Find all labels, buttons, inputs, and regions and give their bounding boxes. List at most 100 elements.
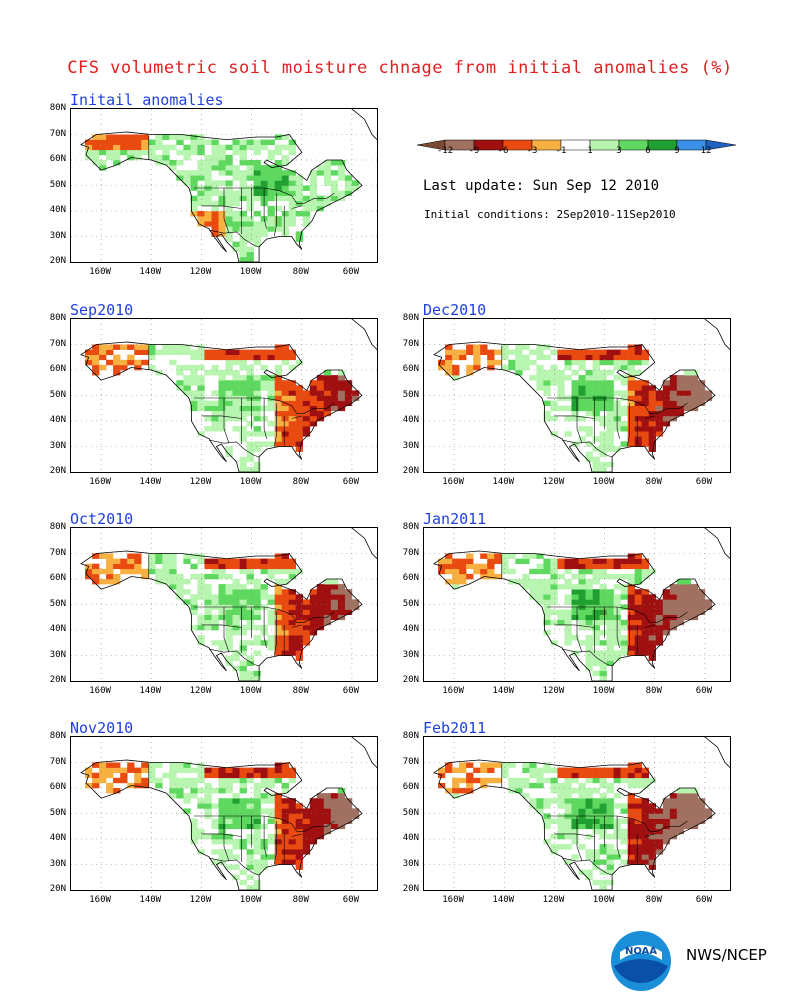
- anomaly-cell: [648, 818, 656, 824]
- anomaly-cell: [466, 788, 474, 794]
- anomaly-cell: [120, 777, 128, 784]
- map-panel-nov: [70, 736, 378, 891]
- anomaly-cell: [288, 175, 296, 181]
- anomaly-cell: [253, 788, 261, 794]
- anomaly-cell: [641, 798, 649, 804]
- anomaly-cell: [239, 180, 247, 186]
- latitude-label: 20N: [49, 884, 66, 894]
- anomaly-cell: [571, 573, 579, 580]
- anomaly-cell: [274, 823, 282, 830]
- anomaly-cell: [288, 563, 296, 570]
- anomaly-cell: [274, 833, 282, 840]
- anomaly-cell: [246, 466, 254, 472]
- anomaly-cell: [543, 594, 551, 600]
- anomaly-cell: [155, 782, 163, 789]
- anomaly-cell: [232, 405, 240, 412]
- anomaly-cell: [578, 380, 586, 386]
- anomaly-cell: [288, 139, 296, 145]
- anomaly-cell: [232, 803, 240, 809]
- anomaly-cell: [564, 635, 572, 641]
- anomaly-cell: [127, 354, 135, 361]
- anomaly-cell: [176, 149, 184, 156]
- anomaly-cell: [564, 788, 572, 794]
- anomaly-cell: [564, 558, 572, 564]
- longitude-label: 160W: [89, 477, 111, 487]
- anomaly-cell: [529, 594, 537, 600]
- anomaly-cell: [344, 803, 353, 809]
- anomaly-cell: [634, 410, 642, 417]
- anomaly-cell: [288, 380, 296, 386]
- anomaly-cell: [232, 390, 240, 396]
- anomaly-cell: [92, 354, 100, 361]
- anomaly-cell: [351, 390, 360, 396]
- anomaly-cell: [599, 370, 607, 376]
- anomaly-cell: [246, 675, 254, 681]
- anomaly-cell: [494, 573, 502, 580]
- anomaly-cell: [281, 762, 289, 768]
- anomaly-cell: [592, 375, 600, 381]
- anomaly-cell: [274, 344, 282, 350]
- anomaly-cell: [690, 808, 699, 814]
- latitude-label: 40N: [49, 624, 66, 634]
- anomaly-cell: [480, 349, 488, 355]
- anomaly-cell: [662, 385, 671, 391]
- anomaly-cell: [204, 599, 212, 605]
- anomaly-cell: [267, 154, 275, 161]
- anomaly-cell: [337, 584, 346, 590]
- anomaly-cell: [246, 236, 254, 242]
- anomaly-cell: [543, 823, 551, 830]
- anomaly-cell: [85, 349, 93, 355]
- anomaly-cell: [253, 144, 261, 151]
- anomaly-cell: [536, 354, 544, 361]
- anomaly-cell: [253, 170, 261, 176]
- anomaly-cell: [218, 190, 226, 196]
- anomaly-cell: [225, 231, 233, 237]
- anomaly-cell: [295, 594, 303, 600]
- anomaly-cell: [239, 558, 247, 564]
- anomaly-cell: [288, 441, 296, 447]
- anomaly-cell: [655, 640, 664, 646]
- anomaly-cell: [288, 436, 296, 442]
- anomaly-cell: [274, 426, 282, 432]
- anomaly-cell: [550, 400, 558, 406]
- anomaly-cell: [634, 370, 642, 376]
- anomaly-cell: [239, 788, 247, 794]
- anomaly-cell: [260, 226, 268, 232]
- anomaly-cell: [564, 415, 572, 422]
- anomaly-cell: [508, 364, 516, 371]
- anomaly-cell: [697, 609, 706, 615]
- anomaly-cell: [239, 568, 247, 575]
- anomaly-cell: [466, 364, 474, 371]
- anomaly-cell: [246, 619, 254, 626]
- anomaly-cell: [183, 599, 191, 605]
- anomaly-cell: [155, 139, 163, 145]
- anomaly-cell: [218, 231, 226, 237]
- anomaly-cell: [204, 216, 212, 222]
- anomaly-cell: [120, 144, 128, 151]
- anomaly-cell: [571, 854, 579, 860]
- anomaly-cell: [564, 579, 572, 585]
- anomaly-cell: [606, 879, 614, 886]
- anomaly-cell: [571, 788, 579, 794]
- political-border: [576, 816, 583, 862]
- anomaly-cell: [232, 767, 240, 773]
- anomaly-cell: [302, 828, 311, 835]
- anomaly-cell: [246, 777, 254, 784]
- anomaly-cell: [211, 405, 219, 412]
- anomaly-cell: [592, 354, 600, 361]
- anomaly-cell: [197, 221, 205, 227]
- anomaly-cell: [669, 395, 678, 401]
- anomaly-cell: [543, 584, 551, 590]
- anomaly-cell: [260, 431, 268, 437]
- anomaly-cell: [564, 563, 572, 570]
- anomaly-cell: [106, 762, 114, 768]
- anomaly-cell: [169, 349, 177, 355]
- anomaly-cell: [309, 813, 318, 819]
- anomaly-cell: [225, 823, 233, 830]
- anomaly-cell: [522, 364, 530, 371]
- anomaly-cell: [683, 803, 692, 809]
- anomaly-cell: [550, 640, 558, 646]
- anomaly-cell: [274, 808, 282, 814]
- anomaly-cell: [634, 859, 642, 865]
- anomaly-cell: [225, 226, 233, 232]
